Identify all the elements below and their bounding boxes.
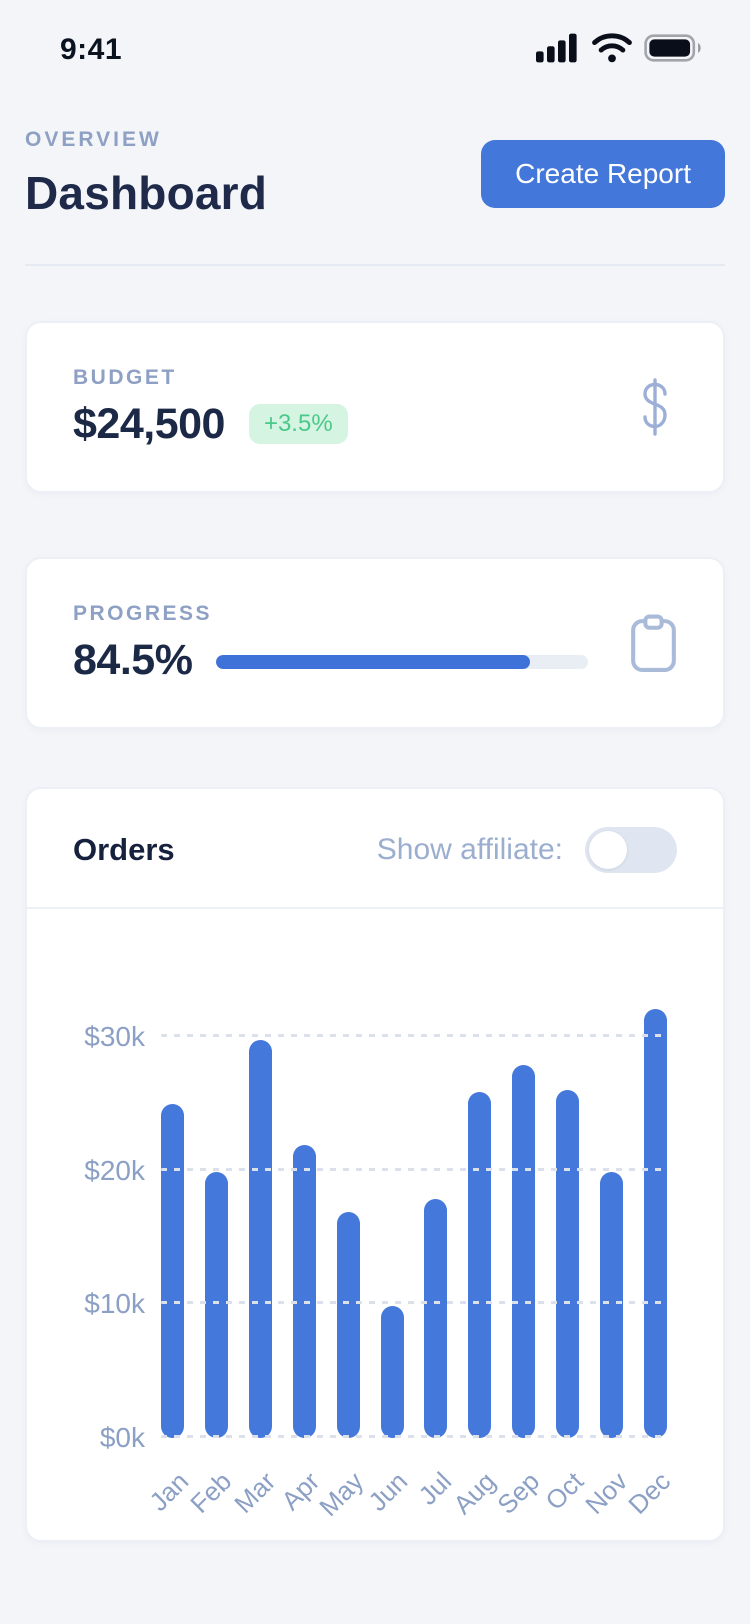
bar-jun[interactable] [380,1306,404,1438]
y-tick-label: $20k [84,1154,145,1186]
create-report-button[interactable]: Create Report [481,140,725,208]
budget-value: $24,500 [73,399,225,448]
orders-title: Orders [73,832,175,867]
bar-feb[interactable] [204,1172,228,1438]
gridline [161,1167,667,1171]
progress-content: PROGRESS 84.5% [73,602,588,685]
wifi-icon [591,32,633,68]
x-tick: Dec [623,1450,677,1550]
chart-bars [161,978,667,1438]
cellular-signal-icon [536,33,580,68]
progress-bar-fill [216,655,531,669]
bar-mar[interactable] [248,1040,272,1438]
clipboard-icon [630,614,677,673]
gridline [161,1034,667,1037]
bar-oct[interactable] [556,1090,580,1438]
budget-delta-badge: +3.5% [248,404,348,444]
chart-plot [161,1009,667,1438]
bar-jul[interactable] [424,1199,448,1438]
orders-card: Orders Show affiliate: $0k $10k $20k $30k J… [25,787,725,1542]
show-affiliate-label: Show affiliate: [376,833,563,866]
gridline [161,1435,667,1438]
y-tick-label: $30k [84,1021,145,1052]
budget-label: BUDGET [73,365,177,389]
toggle-knob [589,831,627,869]
orders-bar-chart: $0k $10k $20k $30k Jan Feb Mar Apr May Jun Jul Aug… [27,909,723,1554]
page-header: OVERVIEW Dashboard Create Report [25,128,725,220]
orders-header: Orders Show affiliate: [27,789,723,907]
bar-aug[interactable] [468,1092,492,1438]
status-time: 9:41 [60,33,123,66]
bar-apr[interactable] [292,1145,316,1438]
progress-label: PROGRESS [73,601,213,625]
show-affiliate-toggle[interactable] [585,827,677,873]
header-divider [25,264,725,266]
status-icons [536,32,704,68]
progress-bar-track [216,655,588,669]
bar-sep[interactable] [512,1065,536,1438]
progress-value: 84.5% [73,635,193,684]
budget-card: BUDGET $24,500 +3.5% [25,321,725,493]
battery-icon [644,33,704,67]
dollar-icon [633,377,677,437]
bar-may[interactable] [336,1212,360,1438]
page-title: Dashboard [25,167,268,219]
chart-x-axis: Jan Feb Mar Apr May Jun Jul Aug Sep Oct Nov Dec [143,1450,677,1550]
show-affiliate-control: Show affiliate: [377,827,677,873]
gridline [161,1301,667,1305]
progress-card: PROGRESS 84.5% [25,557,725,729]
budget-content: BUDGET $24,500 +3.5% [73,366,591,449]
status-bar: 9:41 [0,0,750,70]
bar-dec[interactable] [643,1009,667,1438]
section-eyebrow: OVERVIEW [25,128,162,151]
orders-header-divider [27,907,723,909]
y-tick-label: $0k [99,1422,145,1453]
bar-nov[interactable] [600,1172,624,1438]
chart-y-axis: $0k $10k $20k $30k [27,1022,145,1453]
y-tick-label: $10k [84,1288,145,1320]
bar-jan[interactable] [161,1104,184,1438]
